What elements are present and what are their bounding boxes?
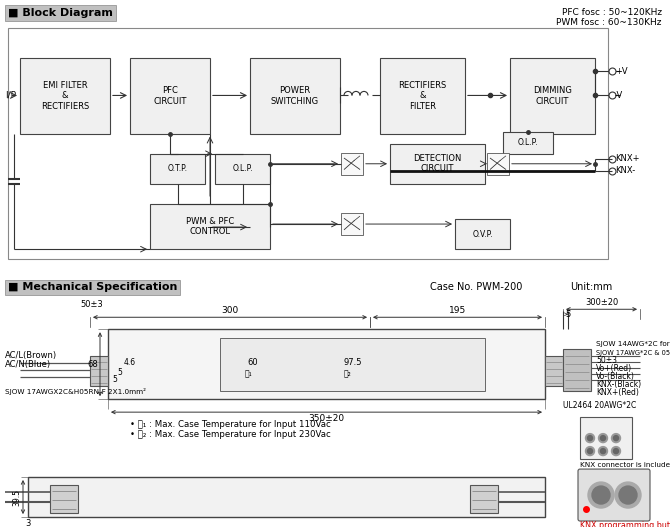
Bar [390, 144, 485, 184]
Circle shape [614, 436, 618, 441]
Bar [380, 58, 465, 134]
Text: 50±3: 50±3 [596, 356, 617, 365]
Circle shape [600, 436, 606, 441]
Circle shape [612, 434, 620, 443]
Bar [510, 58, 595, 134]
Text: 5: 5 [117, 368, 123, 377]
Circle shape [592, 486, 610, 504]
Circle shape [598, 446, 608, 455]
Bar [470, 485, 498, 513]
Circle shape [619, 486, 637, 504]
Bar [90, 356, 108, 386]
Bar [341, 153, 363, 175]
Text: O.V.P.: O.V.P. [472, 230, 492, 239]
Text: PWM fosc : 60~130KHz: PWM fosc : 60~130KHz [557, 18, 662, 27]
Text: SJOW 17AWGX2C&H05RN-F 2X1.0mm²: SJOW 17AWGX2C&H05RN-F 2X1.0mm² [5, 388, 146, 395]
Text: 60: 60 [248, 358, 259, 367]
Text: KNX-(Black): KNX-(Black) [596, 379, 641, 389]
Text: KNX+: KNX+ [615, 154, 639, 163]
Circle shape [615, 482, 641, 508]
Circle shape [588, 436, 592, 441]
Text: ⓒ₁: ⓒ₁ [244, 370, 252, 379]
Text: KNX programming button & LED: KNX programming button & LED [580, 521, 670, 527]
Text: Unit:mm: Unit:mm [570, 282, 612, 292]
Bar [487, 153, 509, 175]
Text: EMI FILTER
&
RECTIFIERS: EMI FILTER & RECTIFIERS [41, 81, 89, 111]
Text: O.T.P.: O.T.P. [168, 164, 188, 173]
Text: 5: 5 [113, 375, 117, 384]
Circle shape [614, 448, 618, 454]
Bar [563, 349, 591, 391]
Text: 97.5: 97.5 [344, 358, 362, 367]
Bar [341, 213, 363, 235]
Text: O.L.P.: O.L.P. [518, 138, 538, 147]
Bar [130, 58, 210, 134]
Text: KNX+(Red): KNX+(Red) [596, 388, 639, 397]
Circle shape [598, 434, 608, 443]
Bar [8, 28, 608, 259]
Text: UL2464 20AWG*2C: UL2464 20AWG*2C [563, 401, 636, 409]
Bar [545, 356, 563, 386]
Text: PFC fosc : 50~120KHz: PFC fosc : 50~120KHz [562, 8, 662, 17]
Text: 5: 5 [565, 310, 571, 319]
Text: PWM & PFC
CONTROL: PWM & PFC CONTROL [186, 217, 234, 236]
Bar [150, 204, 270, 249]
Text: KNX connector is included in the box: KNX connector is included in the box [580, 462, 670, 468]
Bar [250, 58, 340, 134]
Text: • ⓒ₂ : Max. Case Temperature for Input 230Vac: • ⓒ₂ : Max. Case Temperature for Input 2… [130, 430, 331, 439]
Circle shape [600, 448, 606, 454]
Text: POWER
SWITCHING: POWER SWITCHING [271, 86, 319, 105]
Text: AC/L(Brown): AC/L(Brown) [5, 350, 57, 360]
Circle shape [586, 446, 594, 455]
Text: DETECTION
CIRCUIT: DETECTION CIRCUIT [413, 154, 462, 173]
Text: ■ Block Diagram: ■ Block Diagram [8, 8, 113, 18]
Text: 68: 68 [87, 360, 98, 369]
Text: I/P: I/P [5, 91, 16, 100]
Text: 50±3: 50±3 [80, 300, 103, 309]
Bar [580, 417, 632, 459]
Text: 300±20: 300±20 [585, 298, 618, 307]
Text: • ⓒ₁ : Max. Case Temperature for Input 110Vac: • ⓒ₁ : Max. Case Temperature for Input 1… [130, 420, 331, 429]
FancyBboxPatch shape [578, 469, 650, 521]
Text: 350±20: 350±20 [308, 414, 344, 423]
Text: ⓒ₂: ⓒ₂ [344, 370, 352, 379]
Text: Vo+(Red): Vo+(Red) [596, 364, 632, 373]
Text: Case No. PWM-200: Case No. PWM-200 [430, 282, 523, 292]
Text: 39.5: 39.5 [12, 489, 21, 505]
Text: Vo-(Black): Vo-(Black) [596, 372, 635, 380]
Text: DIMMING
CIRCUIT: DIMMING CIRCUIT [533, 86, 572, 105]
Bar [215, 154, 270, 184]
Text: 300: 300 [221, 306, 239, 315]
Circle shape [588, 448, 592, 454]
Bar [220, 338, 485, 391]
Text: ■ Mechanical Specification: ■ Mechanical Specification [8, 282, 178, 292]
Bar [503, 132, 553, 154]
Text: 3: 3 [25, 519, 31, 527]
Bar [108, 329, 545, 399]
Bar [455, 219, 510, 249]
Circle shape [588, 482, 614, 508]
Circle shape [586, 434, 594, 443]
Text: RECTIFIERS
&
FILTER: RECTIFIERS & FILTER [399, 81, 447, 111]
Bar [50, 485, 78, 513]
Text: 195: 195 [449, 306, 466, 315]
Bar [20, 58, 110, 134]
Text: SJOW 17AWG*2C & 05RN-F2*1.0mm², for 24V/36V/48V: SJOW 17AWG*2C & 05RN-F2*1.0mm², for 24V/… [596, 349, 670, 356]
Text: SJOW 14AWG*2C for 12V: SJOW 14AWG*2C for 12V [596, 341, 670, 347]
Bar [28, 477, 545, 517]
Bar [150, 154, 205, 184]
Text: +V: +V [615, 67, 628, 76]
Circle shape [612, 446, 620, 455]
Text: -V: -V [615, 91, 623, 100]
Text: 4.6: 4.6 [124, 358, 136, 367]
Text: KNX-: KNX- [615, 167, 635, 175]
Text: PFC
CIRCUIT: PFC CIRCUIT [153, 86, 187, 105]
Text: AC/N(Blue): AC/N(Blue) [5, 360, 51, 369]
Text: O.L.P.: O.L.P. [232, 164, 253, 173]
